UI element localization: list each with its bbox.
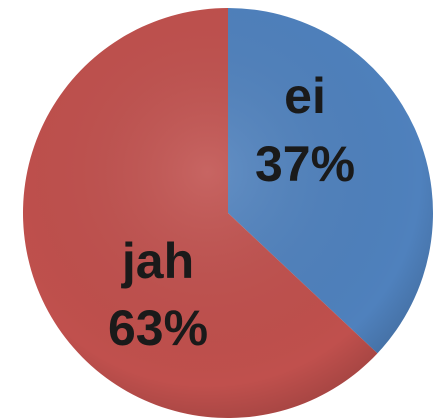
slice-value-label: 63% — [108, 300, 208, 356]
slice-category-label: ei — [284, 68, 326, 124]
slice-value-label: 37% — [255, 136, 355, 192]
slice-category-label: jah — [121, 233, 194, 289]
